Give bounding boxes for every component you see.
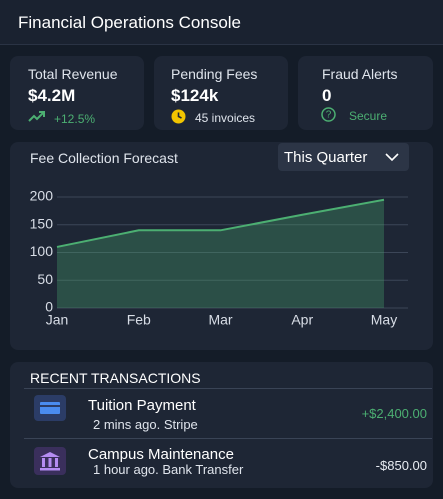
area-fill [57, 199, 384, 308]
txn-detail: 2 mins ago. Stripe [93, 417, 198, 432]
divider [24, 388, 432, 389]
bank-icon [34, 447, 66, 475]
txn-amount: +$2,400.00 [361, 406, 427, 421]
stat-note: Secure [349, 109, 388, 123]
help-icon: ? [321, 107, 336, 122]
transactions-card [10, 362, 433, 488]
x-tick-label: May [371, 312, 397, 328]
stat-note: 45 invoices [195, 111, 256, 125]
dropdown-label[interactable]: This Quarter [284, 149, 368, 166]
card-icon [34, 395, 66, 421]
x-tick-label: Mar [208, 312, 232, 328]
stat-value: $124k [171, 86, 219, 105]
stat-note: +12.5% [54, 112, 96, 126]
stat-card [298, 56, 433, 130]
x-tick-label: Apr [291, 312, 313, 328]
y-tick-label: 50 [37, 271, 53, 287]
stat-label: Pending Fees [171, 66, 258, 82]
chevron-icon[interactable] [385, 152, 399, 162]
clock-icon [171, 109, 186, 124]
period-dropdown[interactable] [278, 143, 409, 171]
chart-card [10, 142, 433, 350]
page-title: Financial Operations Console [18, 13, 242, 32]
chart-title: Fee Collection Forecast [30, 150, 178, 166]
area-line [56, 198, 385, 248]
y-tick-label: 100 [30, 243, 54, 259]
y-tick-label: 0 [45, 299, 53, 315]
svg-text:?: ? [326, 110, 332, 121]
x-tick-label: Jan [46, 312, 69, 328]
section-title: RECENT TRANSACTIONS [30, 370, 201, 386]
stat-label: Total Revenue [28, 66, 118, 82]
txn-name: Tuition Payment [88, 397, 196, 414]
stat-value: 0 [322, 86, 332, 105]
stat-value: $4.2M [28, 86, 76, 105]
chart: 0 50 100 150 200 Jan Feb Mar Apr May [30, 188, 408, 328]
stat-label: Fraud Alerts [322, 66, 398, 82]
x-tick-label: Feb [127, 312, 151, 328]
y-tick-label: 150 [30, 215, 54, 231]
divider [24, 438, 432, 439]
txn-detail: 1 hour ago. Bank Transfer [93, 462, 244, 477]
txn-name: Campus Maintenance [88, 446, 234, 463]
trend-icon [28, 111, 45, 122]
header-bar [0, 0, 443, 45]
txn-amount: -$850.00 [375, 458, 427, 473]
y-tick-label: 200 [30, 188, 54, 204]
